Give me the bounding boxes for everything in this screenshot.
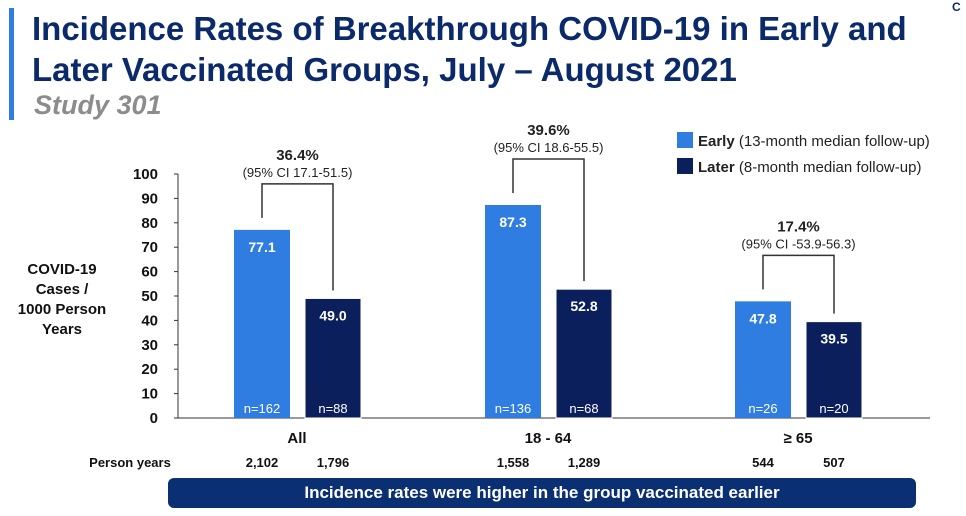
confidence-interval: (95% CI -53.9-56.3) — [741, 236, 855, 251]
bar-later — [805, 321, 863, 419]
bar-value-label: 47.8 — [749, 310, 776, 326]
bar-value-label: 87.3 — [499, 214, 526, 230]
accent-bar — [9, 8, 14, 120]
legend-swatch — [677, 158, 693, 174]
bar-n-label: n=162 — [244, 401, 281, 416]
person-years-label: Person years — [89, 455, 171, 470]
y-axis-label: 1000 Person — [18, 301, 106, 318]
y-tick-label: 10 — [141, 386, 158, 403]
efficacy-percent: 39.6% — [527, 122, 570, 139]
bar-n-label: n=26 — [748, 401, 777, 416]
category-label: 18 - 64 — [525, 430, 572, 447]
y-tick-label: 60 — [141, 264, 158, 281]
bar-n-label: n=20 — [819, 401, 848, 416]
person-years-value: 1,289 — [568, 455, 601, 470]
comparison-bracket — [512, 158, 585, 282]
y-tick-label: 40 — [141, 312, 158, 329]
y-tick-label: 50 — [141, 288, 158, 305]
efficacy-percent: 36.4% — [276, 147, 319, 164]
legend-label: Later (8-month median follow-up) — [698, 159, 921, 176]
bar-n-label: n=88 — [318, 401, 347, 416]
bar-value-label: 52.8 — [570, 298, 597, 314]
person-years-value: 2,102 — [246, 455, 279, 470]
legend-swatch — [677, 132, 693, 148]
bar-value-label: 39.5 — [820, 331, 847, 347]
y-tick-label: 0 — [150, 410, 158, 427]
comparison-bracket — [762, 254, 835, 314]
y-axis-label: Years — [42, 321, 82, 338]
confidence-interval: (95% CI 17.1-51.5) — [243, 165, 353, 180]
person-years-value: 1,796 — [317, 455, 350, 470]
y-tick-label: 70 — [141, 239, 158, 256]
conclusion-banner: Incidence rates were higher in the group… — [168, 478, 916, 508]
y-axis-label: Cases / — [36, 281, 89, 298]
bar-early — [234, 229, 290, 418]
bar-early — [735, 301, 791, 418]
bar-early — [485, 204, 541, 418]
person-years-value: 544 — [752, 455, 774, 470]
person-years-value: 507 — [823, 455, 845, 470]
bar-later — [304, 297, 362, 419]
y-tick-label: 90 — [141, 190, 158, 207]
bar-value-label: 49.0 — [319, 307, 346, 323]
confidence-interval: (95% CI 18.6-55.5) — [494, 140, 604, 155]
y-tick-label: 80 — [141, 215, 158, 232]
y-tick-label: 30 — [141, 337, 158, 354]
legend-label: Early (13-month median follow-up) — [698, 133, 930, 150]
efficacy-percent: 17.4% — [777, 218, 820, 235]
category-label: ≥ 65 — [783, 430, 812, 447]
bar-later — [555, 288, 613, 419]
comparison-bracket — [261, 183, 334, 291]
bar-n-label: n=136 — [495, 401, 532, 416]
y-tick-label: 100 — [133, 166, 158, 183]
bar-value-label: 77.1 — [248, 239, 275, 255]
bar-n-label: n=68 — [569, 401, 598, 416]
slide-title: Incidence Rates of Breakthrough COVID-19… — [32, 10, 907, 88]
slide-subtitle: Study 301 — [34, 90, 162, 120]
y-axis-label: COVID-19 — [27, 261, 96, 278]
person-years-value: 1,558 — [497, 455, 530, 470]
category-label: All — [287, 430, 306, 447]
y-tick-label: 20 — [141, 361, 158, 378]
corner-mark: C — [952, 0, 961, 14]
